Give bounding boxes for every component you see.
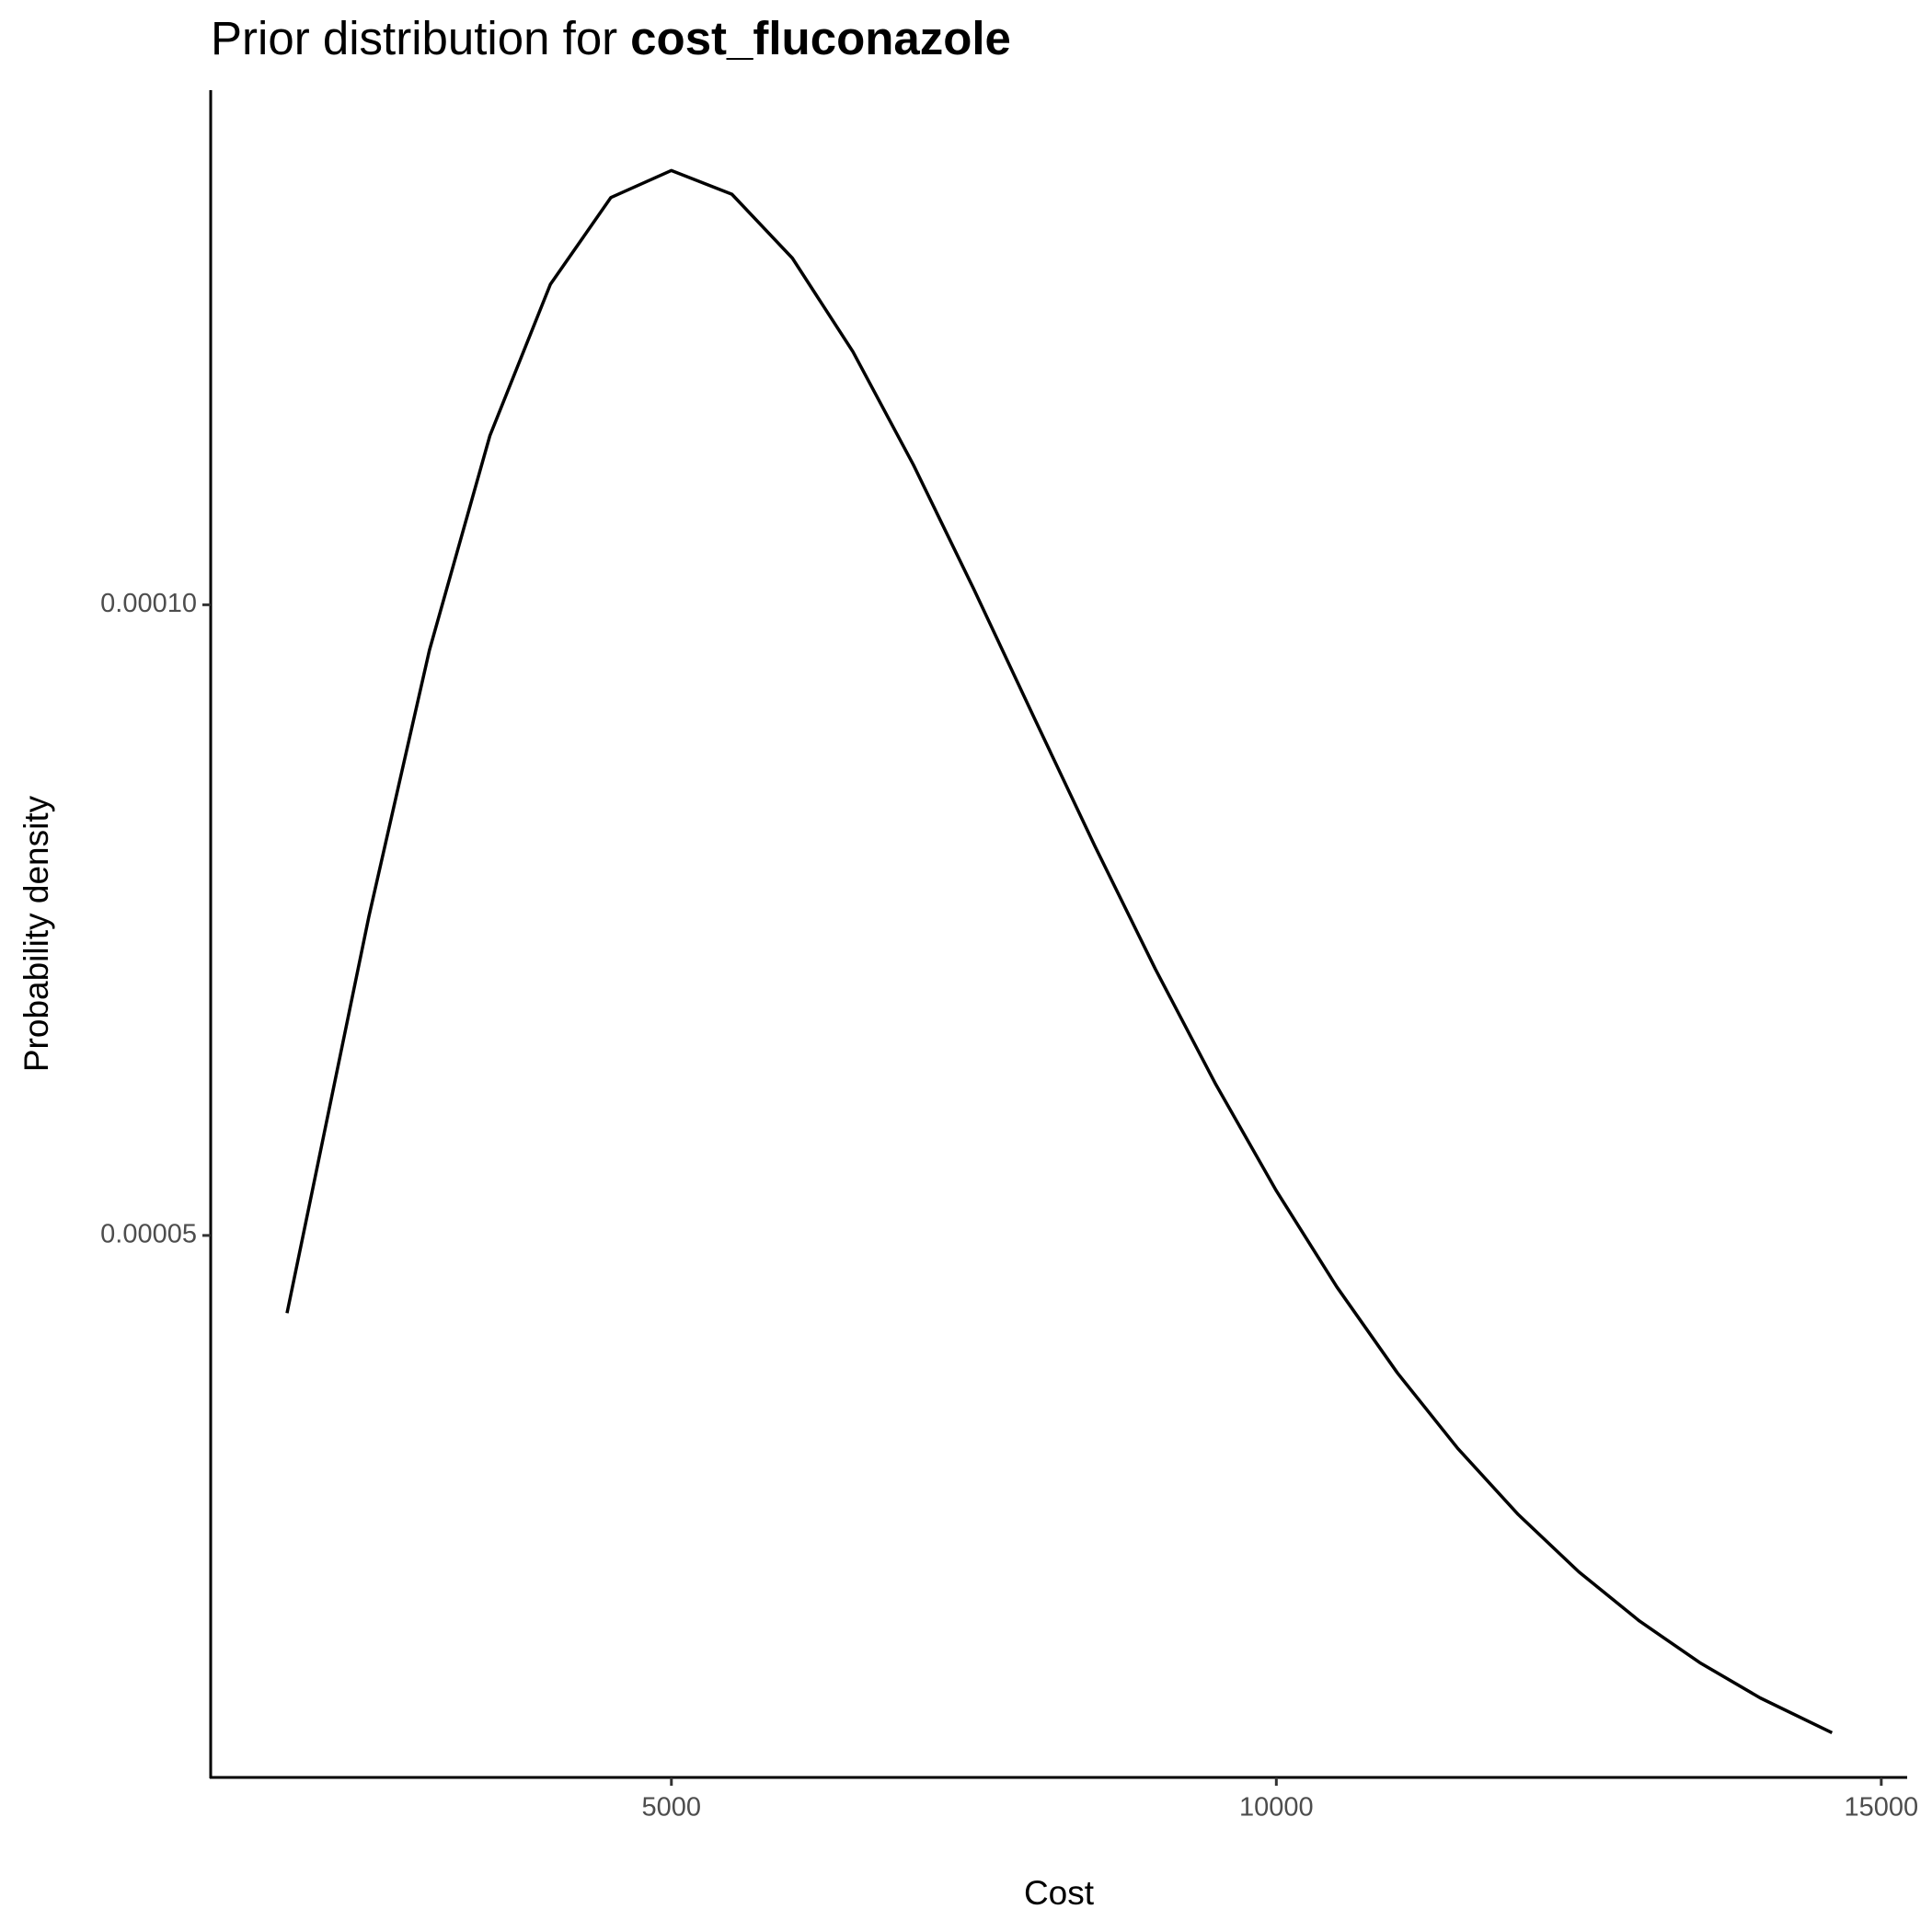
x-tick-label: 15000 [1845,1793,1919,1823]
title-bold-text: cost_fluconazole [630,12,1011,64]
y-axis-title: Probability density [17,795,55,1072]
x-tick-label: 5000 [642,1793,702,1823]
x-tick-label: 10000 [1239,1793,1314,1823]
title-text: Prior distribution for [211,12,617,64]
chart-title: Prior distribution for cost_fluconazole [211,12,1011,64]
density-curve [285,168,1834,1734]
y-tick-label: 0.00010 [100,589,197,618]
y-tick-label: 0.00005 [100,1220,197,1249]
x-axis-title: Cost [1024,1874,1095,1912]
